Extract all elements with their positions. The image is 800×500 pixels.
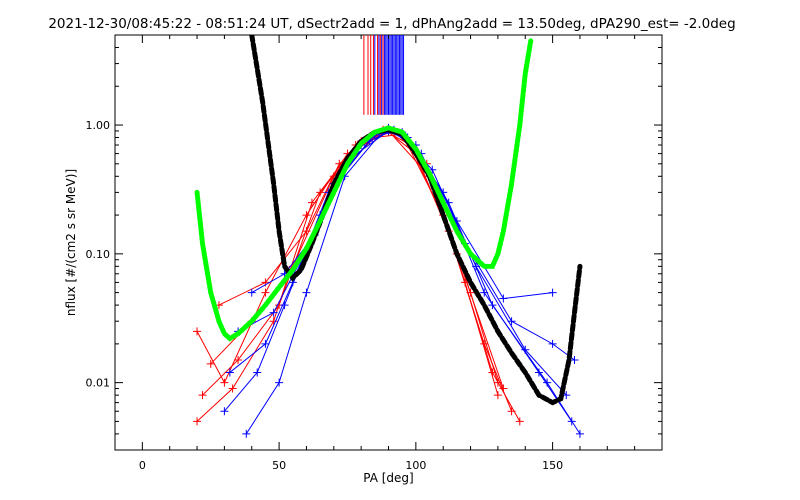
black-model-curve xyxy=(249,35,583,406)
x-tick-label: 100 xyxy=(405,459,426,472)
blue-data-point xyxy=(261,339,270,348)
x-tick-label: 0 xyxy=(139,459,146,472)
blue-data-point xyxy=(280,301,289,310)
blue-data-point xyxy=(548,339,557,348)
blue-data-point xyxy=(548,288,557,297)
blue-data-point xyxy=(534,368,543,377)
x-tick-label: 50 xyxy=(272,459,286,472)
y-tick-label: 1.00 xyxy=(86,119,111,132)
vertical-bars xyxy=(363,35,405,115)
chart-title: 2021-12-30/08:45:22 - 08:51:24 UT, dSect… xyxy=(48,16,735,32)
red-data-point xyxy=(198,391,207,400)
blue-data-point xyxy=(247,288,256,297)
red-data-point xyxy=(515,417,524,426)
blue-data-point xyxy=(488,301,497,310)
x-axis-label: PA [deg] xyxy=(363,471,413,485)
green-curve-path xyxy=(194,38,534,342)
red-data-point xyxy=(269,317,278,326)
black-curve-path xyxy=(249,35,583,406)
red-profiles xyxy=(193,125,524,426)
blue-profiles xyxy=(220,123,584,438)
red-data-point xyxy=(234,355,243,364)
y-tick-label: 0.01 xyxy=(86,377,111,390)
blue-data-point xyxy=(543,378,552,387)
x-tick-label: 150 xyxy=(542,459,563,472)
blue-data-point xyxy=(253,368,262,377)
red-data-point xyxy=(461,278,470,287)
blue-data-point xyxy=(302,288,311,297)
blue-data-point xyxy=(499,294,508,303)
red-data-point xyxy=(220,378,229,387)
red-profile-line xyxy=(196,130,499,422)
red-data-point xyxy=(193,327,202,336)
blue-data-point xyxy=(269,308,278,317)
red-data-point xyxy=(307,198,316,207)
y-tick-label: 0.10 xyxy=(86,248,111,261)
red-data-point xyxy=(302,211,311,220)
y-axis-label: nflux [#/(cm2 s sr MeV)] xyxy=(64,169,78,316)
red-data-point xyxy=(261,288,270,297)
red-data-point xyxy=(302,227,311,236)
red-profile-line xyxy=(218,129,521,422)
blue-data-point xyxy=(225,368,234,377)
green-model-curve xyxy=(194,38,534,342)
red-data-point xyxy=(206,359,215,368)
series-layer xyxy=(193,35,584,438)
blue-data-point xyxy=(220,407,229,416)
axis-layer: 0 50 100 150 0.01 0.10 1.00 xyxy=(86,34,662,472)
red-data-point xyxy=(493,391,502,400)
blue-data-point xyxy=(275,378,284,387)
blue-data-point xyxy=(242,429,251,438)
blue-data-point xyxy=(575,429,584,438)
red-data-point xyxy=(228,384,237,393)
blue-data-point xyxy=(570,355,579,364)
red-data-point xyxy=(193,417,202,426)
